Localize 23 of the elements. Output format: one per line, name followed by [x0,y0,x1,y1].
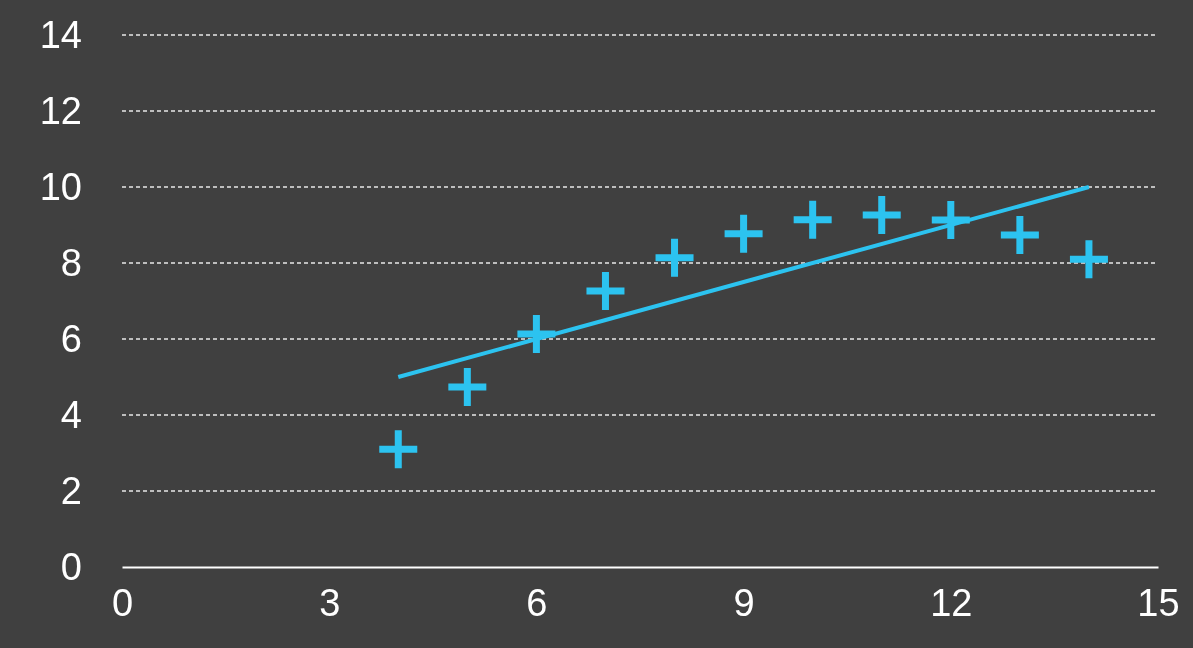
y-tick-label: 10 [39,165,82,208]
x-tick-label: 15 [1137,581,1180,624]
y-tick-label: 4 [60,393,82,436]
y-tick-label: 8 [60,241,82,284]
point [1069,240,1108,279]
point [1000,215,1039,254]
point [793,200,832,239]
point [724,214,763,253]
point [379,430,418,469]
y-tick-label: 14 [39,13,82,56]
y-tick-label: 0 [60,545,82,588]
y-tick-label: 6 [60,317,82,360]
y-tick-label: 12 [39,89,82,132]
x-tick-label: 12 [930,581,973,624]
y-tick-label: 2 [60,469,82,512]
x-tick-label: 9 [733,581,755,624]
point [862,196,901,235]
x-tick-label: 0 [111,581,134,624]
x-tick-label: 3 [319,581,341,624]
point [448,367,487,406]
point [655,238,694,277]
x-tick-label: 6 [526,581,548,624]
point [586,272,625,311]
